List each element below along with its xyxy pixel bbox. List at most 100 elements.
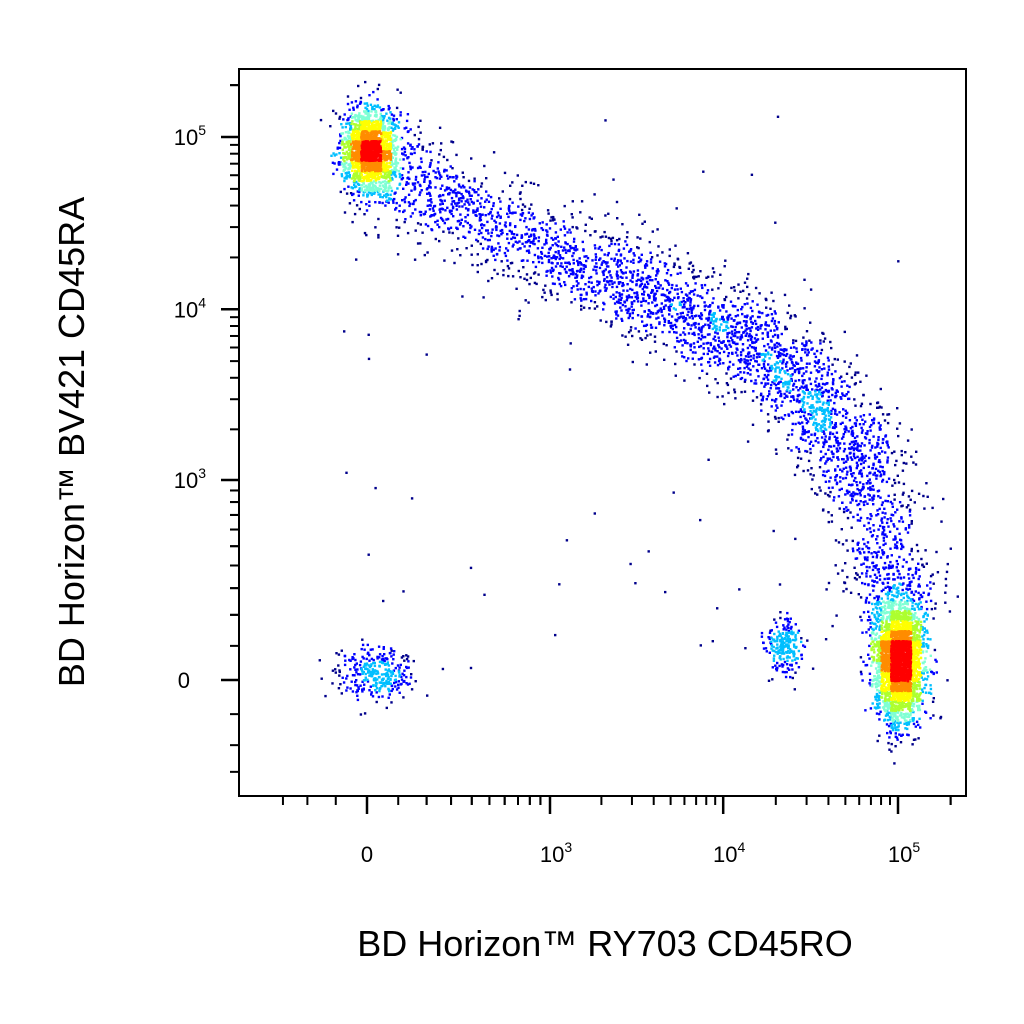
- event-point: [805, 388, 808, 391]
- event-point: [902, 461, 905, 465]
- event-point: [809, 413, 813, 416]
- event-point: [589, 234, 592, 237]
- event-point: [797, 371, 801, 375]
- event-point: [487, 200, 491, 203]
- event-point: [781, 665, 784, 668]
- event-point: [878, 470, 881, 474]
- event-point: [340, 173, 343, 176]
- event-point: [926, 495, 929, 498]
- event-point: [796, 464, 800, 467]
- event-point: [744, 361, 747, 365]
- event-point: [389, 671, 393, 674]
- event-point: [882, 539, 886, 542]
- event-point: [849, 467, 852, 470]
- event-point: [362, 116, 366, 119]
- event-point: [886, 594, 889, 597]
- event-point: [893, 525, 896, 528]
- event-point: [651, 279, 654, 282]
- event-point: [738, 321, 742, 324]
- event-point: [843, 581, 847, 585]
- event-point: [868, 682, 871, 685]
- event-point: [725, 345, 728, 348]
- event-point: [387, 676, 390, 679]
- event-point: [620, 262, 623, 265]
- event-point: [560, 245, 563, 248]
- event-point: [393, 127, 397, 130]
- event-point: [883, 718, 887, 721]
- event-point: [398, 210, 401, 213]
- event-point: [816, 493, 819, 496]
- event-point: [407, 660, 410, 663]
- event-point: [877, 595, 881, 598]
- event-point: [806, 348, 810, 352]
- event-point: [341, 126, 344, 129]
- event-point: [814, 426, 818, 429]
- event-point: [905, 723, 909, 726]
- event-point: [773, 322, 776, 325]
- event-point: [772, 645, 775, 649]
- event-point: [781, 348, 784, 351]
- event-point: [407, 193, 411, 196]
- event-point: [822, 455, 825, 459]
- event-point: [830, 459, 833, 462]
- event-point: [842, 590, 845, 593]
- event-point: [777, 366, 780, 369]
- event-point: [872, 589, 875, 592]
- event-point: [511, 275, 515, 278]
- event-point: [764, 355, 767, 358]
- event-point: [747, 272, 750, 276]
- event-point: [890, 724, 893, 727]
- event-point: [879, 634, 882, 638]
- event-point: [342, 681, 346, 684]
- event-point: [748, 333, 751, 336]
- event-point: [774, 384, 778, 387]
- event-point: [647, 550, 650, 553]
- event-point: [883, 604, 887, 608]
- event-point: [365, 102, 369, 105]
- event-point: [855, 572, 858, 575]
- event-point: [918, 708, 922, 712]
- event-point: [424, 223, 428, 226]
- event-point: [779, 645, 782, 648]
- event-point: [375, 187, 379, 190]
- event-point: [865, 631, 868, 634]
- event-point: [572, 252, 575, 255]
- event-point: [657, 245, 660, 248]
- event-point: [800, 359, 803, 362]
- event-point: [929, 684, 932, 687]
- event-point: [793, 645, 796, 648]
- event-point: [923, 620, 926, 623]
- event-point: [400, 675, 403, 678]
- event-point: [372, 678, 376, 681]
- event-point: [803, 278, 806, 281]
- event-point: [771, 649, 774, 652]
- event-point: [902, 582, 905, 585]
- event-point: [785, 670, 788, 674]
- event-point: [711, 275, 714, 278]
- event-point: [924, 666, 928, 669]
- event-point: [861, 679, 864, 682]
- event-point: [899, 603, 902, 606]
- event-point: [806, 353, 809, 356]
- event-point: [693, 304, 696, 308]
- event-point: [486, 247, 489, 251]
- event-point: [366, 114, 370, 117]
- event-point: [491, 246, 494, 250]
- event-point: [909, 581, 912, 584]
- event-point: [816, 362, 820, 365]
- event-point: [894, 735, 897, 738]
- event-point: [881, 441, 884, 445]
- event-point: [816, 393, 819, 396]
- event-point: [580, 293, 583, 297]
- event-point: [708, 305, 711, 308]
- event-point: [792, 388, 795, 391]
- event-point: [379, 181, 383, 185]
- event-point: [465, 190, 468, 193]
- event-point: [878, 702, 881, 705]
- event-point: [564, 251, 568, 254]
- event-point: [813, 352, 816, 355]
- event-point: [443, 199, 446, 202]
- event-point: [802, 395, 806, 399]
- event-point: [455, 204, 458, 207]
- event-point: [936, 571, 940, 574]
